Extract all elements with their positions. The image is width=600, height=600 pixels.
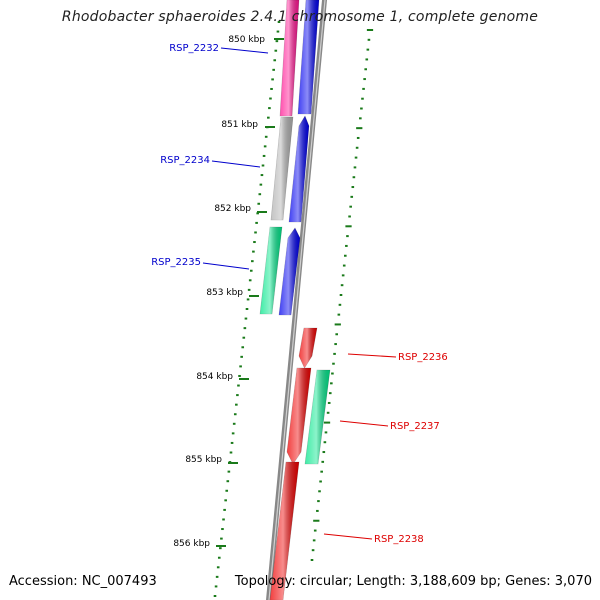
gene-label-rsp-2235: RSP_2235: [151, 257, 201, 268]
gene-rsp-2232-shade: [298, 0, 319, 114]
leader-line-rsp-2234: [211, 160, 261, 168]
gene-label-rsp-2238: RSP_2238: [374, 534, 424, 545]
kbp-ticks-layer: 850 kbp 851 kbp 852 kbp 853 kbp 854 kbp 855 k…: [173, 35, 284, 549]
gene-rsp-2235-shade: [260, 227, 282, 314]
leader-line-rsp-2236: [347, 353, 397, 358]
gene-labels-layer: RSP_2232 RSP_2234 RSP_2235 RSP_2236 RSP_2237…: [151, 43, 448, 545]
gene-rsp-2235-shade: [279, 228, 300, 315]
accession-text: Accession: NC_007493: [9, 574, 157, 589]
kbp-tick-label: 850 kbp: [228, 35, 265, 45]
label-leaders-layer: [202, 47, 397, 540]
gene-rsp-2232-shade: [280, 0, 299, 116]
kbp-tick-label: 854 kbp: [196, 372, 233, 382]
leader-line-rsp-2235: [202, 262, 250, 270]
gene-rsp-2237-shade: [287, 368, 311, 464]
gene-label-rsp-2236: RSP_2236: [398, 352, 448, 363]
genome-summary-text: Topology: circular; Length: 3,188,609 bp…: [234, 574, 592, 589]
backbone-layer: [266, 0, 327, 600]
gene-label-rsp-2237: RSP_2237: [390, 421, 440, 432]
kbp-tick-label: 855 kbp: [185, 455, 222, 465]
gene-rsp-2238-shade: [270, 462, 299, 600]
gene-rsp-2236-shade: [299, 328, 317, 368]
gene-rsp-2234-shade: [289, 116, 309, 222]
gene-label-rsp-2234: RSP_2234: [160, 155, 210, 166]
kbp-tick-label: 856 kbp: [173, 539, 210, 549]
tick-dots-layer: [213, 21, 374, 597]
leader-line-rsp-2238: [323, 533, 373, 540]
gene-label-rsp-2232: RSP_2232: [169, 43, 219, 54]
backbone-highlight: [268, 0, 326, 600]
gene-rsp-2234-shade: [271, 117, 293, 220]
kbp-tick-label: 852 kbp: [214, 204, 251, 214]
kbp-tick-label: 851 kbp: [221, 120, 258, 130]
map-title: Rhodobacter sphaeroides 2.4.1 chromosome…: [61, 9, 539, 25]
leader-line-rsp-2232: [220, 47, 269, 54]
kbp-tick-label: 853 kbp: [206, 288, 243, 298]
leader-line-rsp-2237: [339, 420, 389, 427]
gene-rsp-2237-shade: [305, 370, 330, 464]
genes-layer: [259, 0, 331, 600]
